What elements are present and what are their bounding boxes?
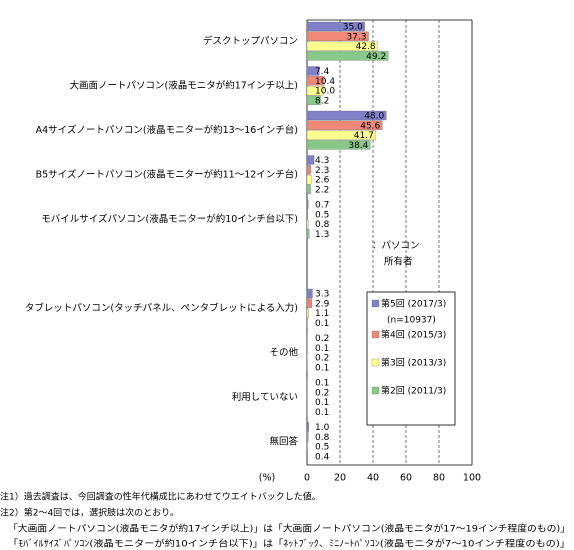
value-label: 0.1	[315, 379, 329, 389]
value-label: 2.9	[315, 299, 330, 309]
value-label: 0.4	[315, 452, 330, 462]
bar	[306, 451, 308, 462]
bar	[306, 165, 311, 175]
value-label: 0.8	[315, 220, 330, 230]
value-label: 45.6	[360, 121, 380, 131]
bar	[306, 219, 309, 229]
value-label: 0.7	[315, 201, 329, 211]
value-label: 49.2	[366, 52, 386, 62]
bar	[306, 110, 387, 121]
value-label: 0.1	[315, 344, 329, 354]
bar	[306, 140, 371, 150]
bar	[306, 51, 389, 61]
legend-label: 第2回 (2011/3)	[381, 385, 446, 397]
value-label: 0.8	[315, 433, 330, 443]
bar	[306, 21, 365, 32]
bar	[306, 288, 313, 299]
bar	[306, 155, 315, 165]
value-label: 41.7	[354, 131, 374, 141]
bar	[306, 66, 320, 76]
annotation: ：パソコン	[372, 241, 420, 252]
value-label: 0.1	[315, 408, 329, 418]
value-label: 2.6	[315, 176, 330, 186]
x-tick-label: 20	[334, 473, 346, 484]
bar	[306, 85, 324, 96]
value-label: 2.3	[315, 166, 329, 176]
x-tick-label: 40	[367, 473, 379, 484]
x-tick-label: 60	[400, 473, 412, 484]
bar	[306, 95, 321, 106]
category-label: 大画面ノートパソコン(液晶モニタが約17インチ以上)	[69, 79, 298, 91]
note: 注1）過去調査は、今回調査の性年代構成比にあわせてウエイトバックした値。	[0, 491, 321, 503]
value-label: 8.2	[315, 96, 329, 106]
value-label: 0.2	[315, 354, 329, 364]
category-label: デスクトップパソコン	[203, 35, 298, 47]
value-label: 35.0	[343, 23, 363, 33]
note: 「ﾓﾊﾞｲﾙｻｲｽﾞﾊﾟｿｺﾝ(液晶モニターが約10インチ台以下)」は「ﾈｯﾄﾌ…	[8, 538, 570, 550]
value-label: 0.5	[315, 210, 329, 220]
value-label: 10.0	[315, 87, 335, 97]
value-label: 3.3	[315, 290, 329, 300]
category-label: タブレットパソコン(タッチパネル、ペンタブレットによる入力)	[25, 302, 298, 314]
value-label: 2.2	[315, 185, 329, 195]
value-label: 1.3	[315, 230, 329, 240]
x-tick-label: 80	[433, 473, 445, 484]
value-label: 1.1	[315, 309, 329, 319]
legend-swatch	[371, 299, 380, 308]
x-tick-label: 0	[304, 473, 310, 484]
bar	[306, 130, 376, 140]
category-label: その他	[269, 346, 298, 358]
value-label: 0.5	[315, 443, 329, 453]
value-label: 10.4	[315, 77, 335, 87]
bar	[306, 76, 325, 86]
value-label: 0.1	[315, 319, 329, 329]
x-axis-label: (%)	[259, 473, 275, 484]
category-label: B5サイズノートパソコン(液晶モニターが約11～12インチ台)	[36, 168, 298, 180]
value-label: 42.8	[356, 42, 376, 52]
legend-label: 第4回 (2015/3)	[381, 329, 446, 341]
legend-swatch	[371, 358, 380, 367]
value-label: 0.1	[315, 363, 329, 373]
x-tick-label: 100	[463, 473, 481, 484]
bar	[306, 308, 309, 318]
bar	[306, 422, 309, 432]
legend-note: (n=10937)	[387, 316, 436, 326]
bar	[306, 184, 311, 195]
bar	[306, 441, 308, 452]
value-label: 4.3	[315, 156, 329, 166]
legend-label: 第3回 (2013/3)	[381, 357, 446, 369]
bar	[306, 229, 310, 239]
category-label: モバイルサイズパソコン(液晶モニターが約10インチ台以下)	[41, 213, 298, 225]
annotation: 所有者	[384, 256, 413, 268]
bar	[306, 199, 309, 210]
note: 注2）第2～4回では，選択肢は次のとおり。	[0, 507, 179, 519]
category-label: A4サイズノートパソコン(液晶モニターが約13～16インチ台)	[36, 124, 298, 136]
legend-swatch	[371, 330, 380, 339]
legend-label: 第5回 (2017/3)	[381, 298, 446, 310]
bar	[306, 41, 378, 51]
note: 「大画面ノートパソコン(液晶モニタが約17インチ以上)」は「大画面ノートパソコン…	[8, 523, 570, 535]
bar	[306, 298, 312, 308]
legend-swatch	[371, 386, 380, 395]
bar	[306, 174, 312, 185]
value-label: 0.2	[315, 334, 329, 344]
category-label: 無回答	[269, 435, 298, 447]
value-label: 38.4	[348, 141, 368, 151]
value-label: 1.0	[315, 423, 330, 433]
value-label: 48.0	[364, 112, 384, 122]
value-label: 0.1	[315, 398, 329, 408]
category-label: 利用していない	[232, 391, 298, 403]
bar	[306, 31, 369, 41]
bar	[306, 209, 308, 219]
value-label: 7.4	[315, 67, 330, 77]
legend-box	[366, 291, 456, 426]
bar	[306, 432, 309, 442]
value-label: 0.2	[315, 388, 329, 398]
bar	[306, 120, 383, 130]
value-label: 37.3	[347, 32, 367, 42]
